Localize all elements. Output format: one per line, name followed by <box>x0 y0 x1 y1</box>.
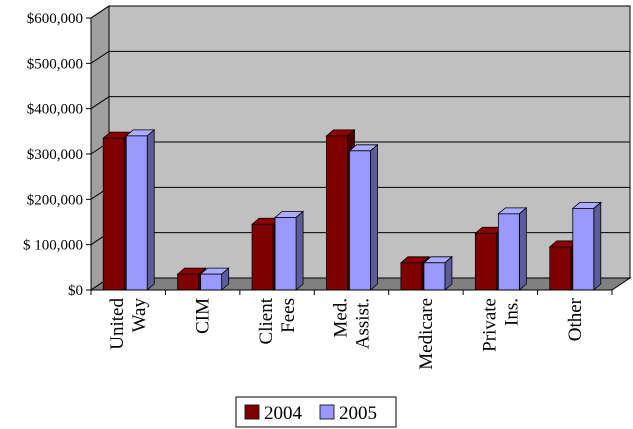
x-tick-label: Other <box>565 297 586 341</box>
x-tick-label: Private <box>479 298 500 352</box>
bar-2005-0 <box>125 128 156 291</box>
y-tick-label: $600,000 <box>27 11 83 27</box>
x-tick-label: Way <box>129 298 150 333</box>
y-tick-label: $500,000 <box>27 56 83 72</box>
x-tick-label: United <box>107 298 128 350</box>
x-tick-label: Ins. <box>501 298 522 326</box>
x-tick-label: Fees <box>278 298 299 333</box>
bar-2005-1 <box>199 267 230 291</box>
bar-2005-6 <box>571 201 602 291</box>
gridline <box>90 50 630 64</box>
x-tick-label: CIM <box>193 298 214 334</box>
bar-2005-4 <box>422 255 454 291</box>
y-tick-label: $300,000 <box>27 147 83 163</box>
x-tick-label: Client <box>256 297 277 344</box>
legend-swatch-2004 <box>244 404 260 420</box>
legend-label-2004: 2004 <box>264 403 303 424</box>
bars <box>102 128 602 291</box>
y-tick-label: $0 <box>68 283 83 299</box>
legend-label-2005: 2005 <box>339 403 377 424</box>
bar-2005-2 <box>273 210 305 291</box>
x-tick-label: Medicare <box>416 298 437 370</box>
x-axis: United Way CIM Client Fees Med. Assist. Medicar… <box>90 289 613 370</box>
y-tick-label: $ 100,000 <box>23 238 83 254</box>
bar-2005-3 <box>348 143 379 291</box>
gridlines <box>90 5 630 246</box>
x-tick-label: Assist. <box>353 298 374 349</box>
bar-2005-5 <box>497 206 528 291</box>
legend: 2004 2005 <box>235 396 397 428</box>
legend-swatch-2005 <box>319 404 335 420</box>
y-tick-label: $400,000 <box>27 102 83 118</box>
x-tick-label: Med. <box>331 298 352 338</box>
y-tick-label: $200,000 <box>27 192 83 208</box>
gridline <box>90 96 630 110</box>
gridline <box>90 5 630 19</box>
y-axis: $0 $ 100,000 $200,000 $300,000 $400,000 $500,… <box>23 11 92 299</box>
legend-box <box>235 396 397 428</box>
